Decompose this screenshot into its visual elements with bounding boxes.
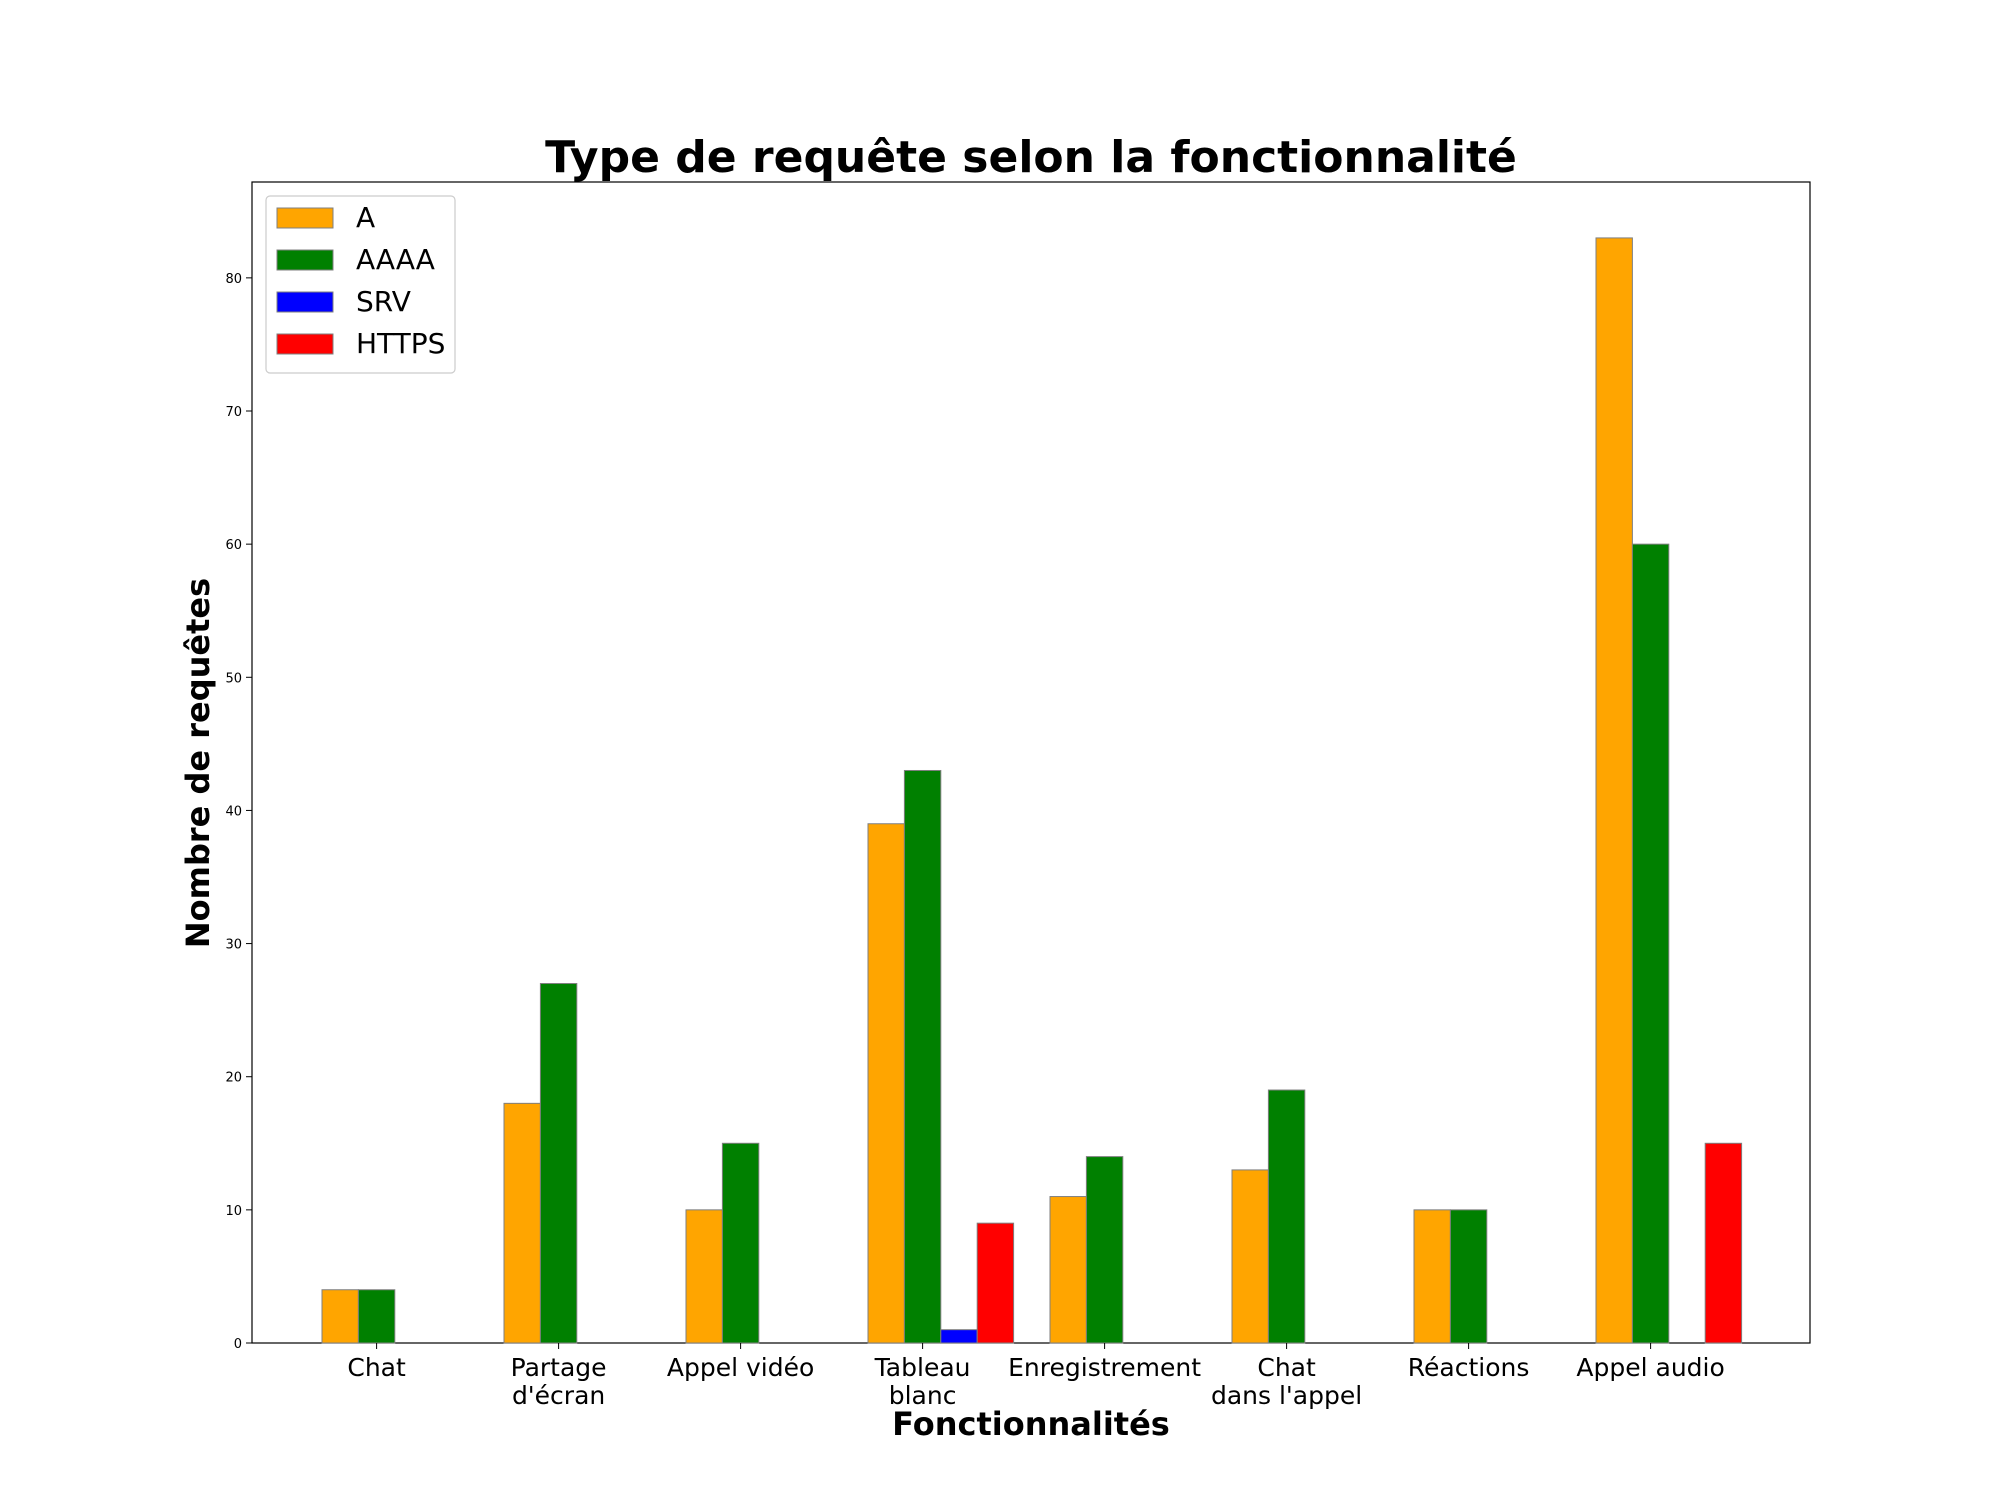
bars-group	[321, 237, 1743, 1344]
x-tick-label: Tableau	[874, 1353, 971, 1382]
y-tick-label: 50	[225, 671, 242, 686]
bar-aaaa-7	[1631, 543, 1670, 1344]
x-tick-label: Chat	[347, 1353, 406, 1382]
bar-a-6	[1413, 1209, 1451, 1344]
y-axis: 0 10 20 30 40 50 60 70 80	[225, 272, 252, 1352]
bar-srv-3	[940, 1329, 978, 1344]
y-tick-label: 80	[225, 272, 242, 287]
bar-aaaa-1	[539, 983, 578, 1344]
x-tick-label: Enregistrement	[1008, 1353, 1201, 1382]
legend-label-a: A	[356, 201, 375, 234]
y-tick-label: 30	[225, 938, 242, 953]
legend-label-aaaa: AAAA	[356, 243, 435, 276]
bar-a-2	[685, 1209, 723, 1344]
legend-label-srv: SRV	[356, 285, 411, 318]
x-tick-label: blanc	[889, 1381, 957, 1410]
legend-swatch-a	[276, 207, 334, 229]
y-tick-label: 10	[225, 1204, 242, 1219]
legend-label-https: HTTPS	[356, 327, 445, 360]
bar-aaaa-3	[903, 769, 942, 1344]
y-tick-label: 20	[225, 1071, 242, 1086]
bar-a-0	[321, 1289, 359, 1344]
plot-area	[251, 181, 1811, 1344]
y-tick-label: 60	[225, 538, 242, 553]
x-tick-label: Appel audio	[1576, 1353, 1724, 1382]
bar-aaaa-4	[1085, 1156, 1124, 1344]
legend-box	[265, 195, 456, 374]
x-tick-label: Réactions	[1408, 1353, 1530, 1382]
x-tick-label: Appel vidéo	[667, 1353, 814, 1382]
legend-swatch-srv	[276, 291, 334, 313]
y-tick-label: 0	[234, 1337, 242, 1352]
bar-https-3	[976, 1222, 1015, 1344]
bar-a-7	[1595, 237, 1633, 1344]
y-tick-label: 40	[225, 804, 242, 819]
chart-title: Type de requête selon la fonctionnalité	[545, 132, 1517, 183]
plot-frame	[251, 181, 1811, 1344]
x-tick-label: d'écran	[512, 1381, 605, 1410]
legend-swatch-aaaa	[276, 249, 334, 271]
legend-swatch-https	[276, 333, 334, 355]
bar-aaaa-5	[1267, 1089, 1306, 1344]
x-tick-label: Chat	[1257, 1353, 1316, 1382]
bar-a-1	[503, 1102, 541, 1344]
y-axis-label: Nombre de requêtes	[179, 578, 217, 948]
bar-aaaa-2	[721, 1142, 760, 1344]
x-tick-label: dans l'appel	[1211, 1381, 1362, 1410]
bar-a-3	[867, 823, 905, 1344]
bar-aaaa-0	[357, 1289, 396, 1344]
bar-https-7	[1704, 1142, 1743, 1344]
bar-a-5	[1231, 1169, 1269, 1344]
bar-aaaa-6	[1449, 1209, 1488, 1344]
x-axis-label: Fonctionnalités	[892, 1405, 1170, 1443]
bar-a-4	[1049, 1196, 1087, 1344]
y-tick-label: 70	[225, 405, 242, 420]
x-tick-label: Partage	[511, 1353, 607, 1382]
